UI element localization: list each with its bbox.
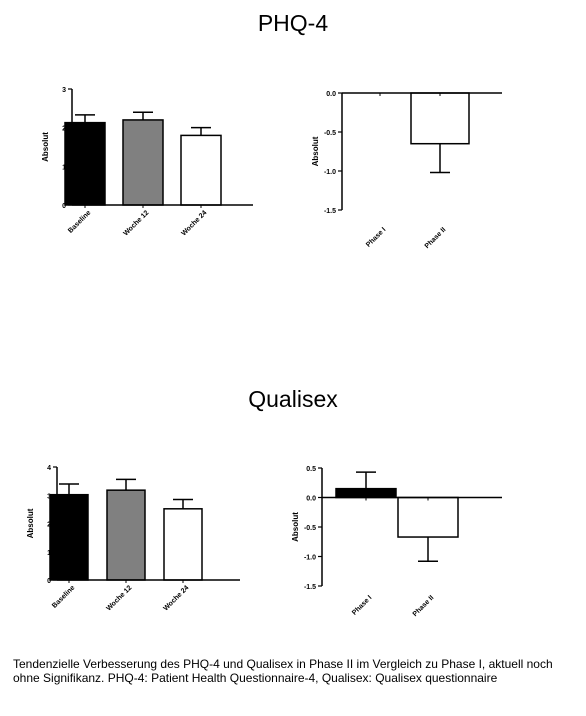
y-tick-label: -0.5 xyxy=(324,130,336,137)
y-tick-label: 0.5 xyxy=(306,466,316,473)
y-tick-label: -1.5 xyxy=(304,584,316,591)
bar xyxy=(163,508,203,581)
y-tick-label: 1 xyxy=(47,550,51,557)
x-tick-label: Woche 24 xyxy=(180,209,208,237)
x-tick-label: Woche 12 xyxy=(105,584,133,612)
y-tick-label: -1.5 xyxy=(324,208,336,215)
x-tick-label: Phase II xyxy=(412,594,436,618)
x-tick-label: Phase I xyxy=(365,226,387,248)
y-tick-label: -1.0 xyxy=(304,555,316,562)
x-tick-label: Woche 12 xyxy=(122,209,150,237)
section-title-qualisex: Qualisex xyxy=(248,386,338,412)
y-tick-label: -1.0 xyxy=(324,169,336,176)
qualisex-phase-change-chart: 0.5 0.0 -0.5 -1.0 -1.5 Absolut Phase I Phase II xyxy=(291,466,502,618)
y-tick-label: 1 xyxy=(62,164,66,171)
y-axis-label: Absolut xyxy=(291,512,300,542)
x-tick-label: Phase II xyxy=(424,226,448,250)
y-tick-label: 0.0 xyxy=(306,496,316,503)
bar xyxy=(180,134,222,206)
bar xyxy=(64,121,106,206)
phq4-phase-change-chart: 0.0 -0.5 -1.0 -1.5 Absolut Phase I Phase II xyxy=(311,91,502,250)
bar xyxy=(410,92,470,145)
y-tick-label: 2 xyxy=(47,522,51,529)
y-tick-label: 0.0 xyxy=(326,91,336,98)
bar xyxy=(335,487,397,499)
y-tick-label: 3 xyxy=(62,87,66,94)
qualisex-timepoints-chart: 0 1 2 3 4 Absolut Baseline Woche 12 Woche 24 xyxy=(26,465,240,612)
y-axis-label: Absolut xyxy=(26,508,35,538)
y-tick-label: 0 xyxy=(62,203,66,210)
x-tick-label: Baseline xyxy=(51,584,76,609)
x-tick-label: Baseline xyxy=(67,209,92,234)
y-axis-label: Absolut xyxy=(41,132,50,162)
y-tick-label: 2 xyxy=(62,126,66,133)
bar xyxy=(106,489,146,581)
y-tick-label: 3 xyxy=(47,493,51,500)
figure-caption: Tendenzielle Verbesserung des PHQ-4 und … xyxy=(13,657,553,685)
y-axis-label: Absolut xyxy=(311,136,320,166)
x-tick-label: Phase I xyxy=(351,594,373,616)
phq4-timepoints-chart: 0 1 2 3 Absolut Baseline Woche 12 Woche 24 xyxy=(41,87,253,237)
section-title-phq4: PHQ-4 xyxy=(257,10,329,36)
y-tick-label: 0 xyxy=(47,578,51,585)
x-tick-label: Woche 24 xyxy=(162,584,190,612)
bar xyxy=(397,496,459,538)
y-tick-label: -0.5 xyxy=(304,525,316,532)
bar xyxy=(49,493,89,581)
y-tick-label: 4 xyxy=(47,465,51,472)
bar xyxy=(122,119,164,206)
